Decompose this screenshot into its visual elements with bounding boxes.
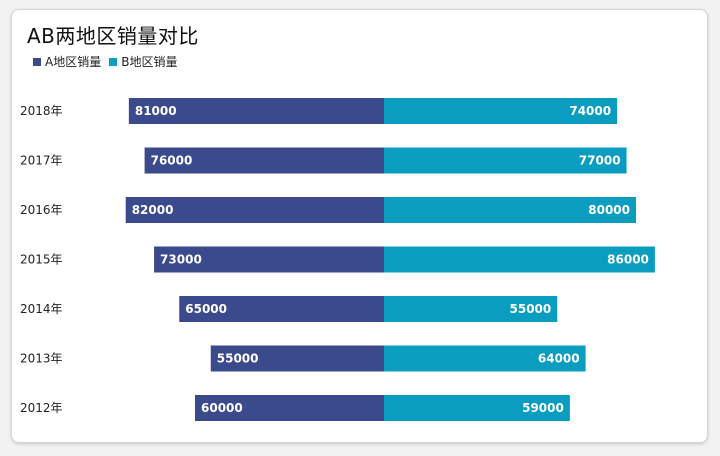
- value-label-a: 73000: [160, 253, 202, 267]
- value-label-b: 77000: [579, 154, 621, 168]
- legend-swatch-b: [109, 57, 118, 66]
- value-label-b: 74000: [569, 104, 611, 118]
- bar-b[interactable]: [384, 147, 627, 174]
- bar-b[interactable]: [384, 98, 618, 124]
- bar-b[interactable]: [384, 345, 586, 372]
- y-axis-label: 2012年: [20, 401, 63, 415]
- bar-b[interactable]: [384, 246, 655, 273]
- bar-row: 2014年 65000 55000: [20, 296, 558, 322]
- value-label-b: 55000: [510, 302, 552, 316]
- bar-a[interactable]: [179, 296, 384, 322]
- legend-swatch-a: [33, 57, 41, 66]
- bar-a[interactable]: [128, 98, 384, 124]
- chart-title: AB两地区销量对比: [27, 24, 199, 48]
- legend-label-a: A地区销量: [45, 55, 102, 69]
- value-label-b: 80000: [588, 203, 630, 217]
- bar-a[interactable]: [210, 345, 384, 372]
- bar-a[interactable]: [125, 197, 384, 223]
- value-label-b: 64000: [538, 352, 580, 366]
- value-label-a: 81000: [135, 104, 177, 118]
- value-label-a: 65000: [185, 302, 227, 316]
- y-axis-label: 2015年: [20, 253, 63, 267]
- value-label-b: 86000: [607, 253, 649, 267]
- bar-b[interactable]: [384, 395, 570, 421]
- y-axis-label: 2013年: [20, 352, 63, 366]
- bar-row: 2013年 55000 64000: [20, 345, 586, 372]
- value-label-a: 82000: [132, 203, 174, 217]
- chart-card: AB两地区销量对比 A地区销量 B地区销量 2018年 81000 74000 201…: [11, 9, 708, 443]
- y-axis-label: 2017年: [20, 154, 63, 168]
- bar-row: 2018年 81000 74000: [20, 98, 618, 124]
- bar-row: 2015年 73000 86000: [20, 246, 655, 273]
- y-axis-label: 2018年: [20, 104, 63, 118]
- bar-b[interactable]: [384, 197, 636, 223]
- value-label-a: 60000: [201, 401, 243, 415]
- bar-a[interactable]: [144, 147, 384, 174]
- legend-item-a[interactable]: A地区销量: [33, 53, 101, 70]
- bar-a[interactable]: [154, 246, 384, 273]
- value-label-b: 59000: [522, 401, 564, 415]
- bar-row: 2012年 60000 59000: [20, 395, 570, 421]
- value-label-a: 55000: [217, 352, 259, 366]
- value-label-a: 76000: [151, 154, 193, 168]
- bar-row: 2016年 82000 80000: [20, 197, 636, 223]
- chart-plot: 2018年 81000 74000 2017年 76000 77000 2016年 82000…: [20, 98, 655, 421]
- bar-row: 2017年 76000 77000: [20, 147, 627, 174]
- legend-item-b[interactable]: B地区销量: [109, 53, 177, 70]
- bar-b[interactable]: [384, 296, 558, 322]
- bar-a[interactable]: [195, 395, 384, 421]
- chart-legend: A地区销量 B地区销量: [33, 53, 185, 70]
- legend-label-b: B地区销量: [121, 55, 178, 69]
- y-axis-label: 2014年: [20, 302, 63, 316]
- y-axis-label: 2016年: [20, 203, 63, 217]
